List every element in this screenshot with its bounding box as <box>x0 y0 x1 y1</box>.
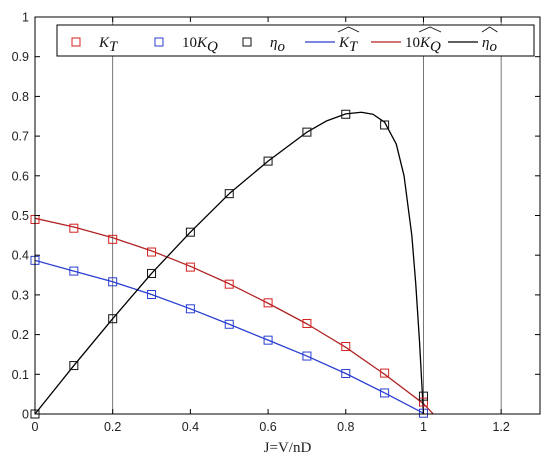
legend-label-3: KT <box>338 35 359 55</box>
legend: KT 10KQ ηo KT 10KQ ηo <box>56 24 535 57</box>
series-marker-0 <box>263 298 273 308</box>
series-marker-2 <box>418 391 428 401</box>
legend-label-5: ηo <box>482 35 497 55</box>
legend-subscript: o <box>277 39 285 55</box>
legend-box <box>56 24 535 57</box>
legend-symbol: K <box>338 35 350 51</box>
y-tick-label: 0.5 <box>12 209 29 223</box>
legend-subscript: Q <box>430 39 441 55</box>
x-tick-label: 0.6 <box>259 420 276 434</box>
legend-symbol: K <box>419 35 431 51</box>
tick-layer: 0 0.2 0.4 0.6 0.8 1 1.2 0 0.1 0.2 0.3 0.4 0.5 0.6 0.7 0… <box>12 11 540 434</box>
series-marker-2 <box>185 227 195 237</box>
y-tick-label: 0.6 <box>12 169 29 183</box>
legend-swatch-1 <box>154 37 164 47</box>
series-marker-2 <box>263 156 273 166</box>
series-marker-0 <box>185 262 195 272</box>
legend-symbol: η <box>270 35 277 51</box>
series-marker-1 <box>185 304 195 314</box>
y-tick-label: 0.7 <box>12 130 29 144</box>
legend-label-1: 10KQ <box>182 35 218 55</box>
y-tick-label: 0.4 <box>12 249 29 263</box>
series-marker-2 <box>341 109 351 119</box>
legend-hat-4 <box>418 26 442 33</box>
series-marker-0 <box>147 247 157 257</box>
y-tick-label: 0 <box>22 408 29 422</box>
series-marker-0 <box>108 234 118 244</box>
x-tick-label: 0.4 <box>182 420 199 434</box>
legend-subscript: T <box>349 39 359 55</box>
series-marker-1 <box>263 335 273 345</box>
legend-label-4: 10KQ <box>405 35 441 55</box>
y-tick-label: 1 <box>22 11 29 25</box>
plot-frame <box>34 16 541 415</box>
series-marker-2 <box>380 120 390 130</box>
series-marker-2 <box>147 268 157 278</box>
legend-prefix: 10 <box>182 35 197 51</box>
x-tick-label: 0 <box>32 420 39 434</box>
legend-label-0: KT <box>98 35 119 55</box>
x-axis-label: J=V/nD <box>264 440 312 456</box>
series-line-4 <box>35 217 435 414</box>
y-tick-label: 0.9 <box>12 50 29 64</box>
series-marker-0 <box>69 223 79 233</box>
y-tick-label: 0.8 <box>12 90 29 104</box>
series-marker-2 <box>302 127 312 137</box>
legend-symbol: K <box>196 35 208 51</box>
series-marker-0 <box>418 397 428 407</box>
series-marker-0 <box>341 342 351 352</box>
series-marker-2 <box>69 361 79 371</box>
y-tick-label: 0.1 <box>12 368 29 382</box>
series-line-3 <box>35 259 424 414</box>
legend-swatch-0 <box>71 37 81 47</box>
legend-label-2: ηo <box>270 35 285 55</box>
x-tick-label: 0.8 <box>337 420 354 434</box>
series-layer <box>30 109 435 419</box>
y-tick-label: 0.2 <box>12 328 29 342</box>
series-marker-1 <box>380 388 390 398</box>
legend-symbol: η <box>482 35 489 51</box>
series-marker-0 <box>302 318 312 328</box>
legend-hat-5 <box>481 26 498 33</box>
series-marker-1 <box>69 266 79 276</box>
series-line-5 <box>35 111 425 414</box>
series-marker-1 <box>108 277 118 287</box>
series-marker-1 <box>341 369 351 379</box>
grid-layer <box>112 17 502 414</box>
legend-subscript: T <box>109 39 119 55</box>
series-marker-2 <box>108 314 118 324</box>
x-tick-label: 1.2 <box>492 420 509 434</box>
legend-symbol: K <box>98 35 110 51</box>
series-marker-1 <box>147 290 157 300</box>
legend-prefix: 10 <box>405 35 420 51</box>
x-tick-label: 0.2 <box>104 420 121 434</box>
series-marker-1 <box>302 351 312 361</box>
y-tick-label: 0.3 <box>12 288 29 302</box>
series-marker-2 <box>224 189 234 199</box>
legend-subscript: Q <box>207 39 218 55</box>
series-marker-0 <box>224 279 234 289</box>
legend-hat-3 <box>337 26 360 33</box>
series-marker-1 <box>224 319 234 329</box>
series-marker-0 <box>380 368 390 378</box>
legend-swatch-2 <box>242 37 252 47</box>
legend-subscript: o <box>489 39 497 55</box>
x-tick-label: 1 <box>420 420 427 434</box>
